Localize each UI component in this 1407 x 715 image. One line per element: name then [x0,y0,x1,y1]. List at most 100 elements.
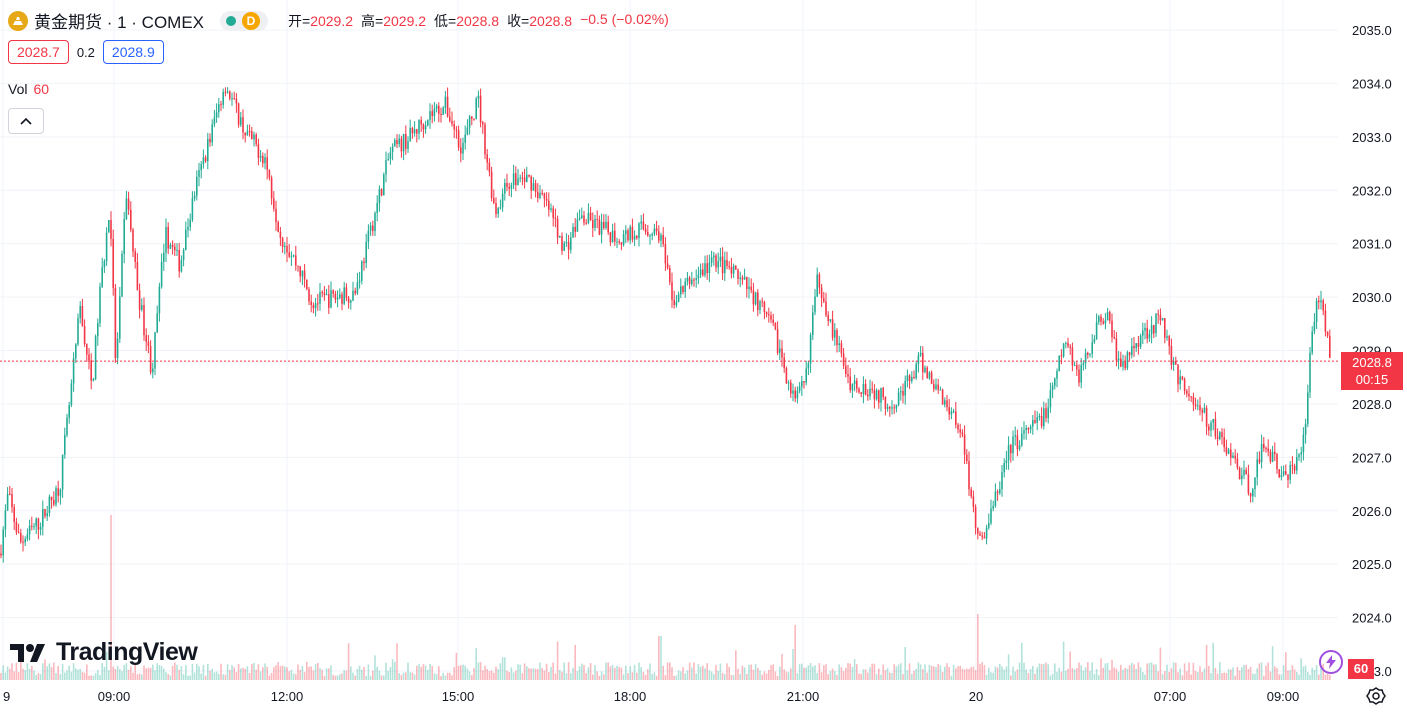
candle-body [1049,390,1052,408]
volume-bar [1170,668,1173,680]
candle-body [310,301,312,306]
volume-bar [257,664,260,680]
volume-bar [427,670,429,680]
candle-body [574,227,576,232]
candle-body [1190,396,1192,398]
candle-body [1029,426,1032,430]
candle-body [658,231,660,241]
volume-bar [1296,671,1298,680]
volume-bar [167,674,169,680]
candle-body [699,269,702,275]
volume-bar [1045,662,1047,680]
volume-bar [783,669,785,680]
candle-body [130,209,132,230]
price-tick-label: 2028.0 [1352,397,1392,412]
volume-bar [165,672,167,680]
volume-bar [770,665,772,680]
volume-bar [497,669,499,680]
market-status[interactable]: D [220,10,269,31]
volume-bar [935,667,937,680]
volume-bar [244,668,246,680]
volume-bar [1078,662,1080,680]
candle-body [407,141,409,149]
logo-wordmark: TradingView [56,638,198,666]
candle-body [537,191,539,199]
candle-body [1166,336,1168,338]
tradingview-logo[interactable]: TradingView [10,638,198,667]
volume-bar [367,664,370,680]
volume-bar [413,674,416,680]
volume-bar [750,664,752,680]
volume-bar [451,675,453,680]
volume-bar [1208,665,1210,680]
candle-body [292,255,295,257]
volume-bar [603,674,605,680]
sell-button[interactable]: 2028.7 [8,40,69,64]
time-axis[interactable]: 9 09:00 12:00 15:00 18:00 21:00 20 07:00 09:00 [3,689,1299,704]
volume-bar [638,662,640,680]
volume-bar [83,672,86,680]
candle-body [710,257,713,263]
candle-body [818,274,821,288]
volume-bar [988,667,990,680]
symbol-title[interactable]: 黄金期货 · 1 · COMEX [34,13,205,32]
volume-bar [554,673,557,680]
volume-bar [431,665,433,680]
candle-body [350,300,352,303]
volume-bar [959,665,961,680]
candle-body [702,269,704,276]
collapse-legend-button[interactable] [8,108,44,134]
candle-body [266,157,268,170]
candle-body [231,98,233,100]
volume-bar [849,663,851,680]
lightning-icon[interactable] [1319,650,1343,674]
candle-body [790,382,792,394]
candle-body [708,262,711,274]
volume-bar [1060,671,1063,680]
volume-legend[interactable]: Vol 60 [8,81,49,97]
candle-body [1109,312,1111,321]
volume-bar [759,670,761,680]
candle-body [834,330,836,338]
candle-body [754,292,757,305]
candle-body [152,368,154,373]
candle-body [460,147,462,154]
candle-body [1258,459,1261,463]
volume-bar [748,664,750,680]
volume-bar [1058,667,1060,680]
candle-body [1177,364,1179,385]
candle-body [198,170,200,177]
candle-body [138,290,141,310]
candle-body [596,218,598,220]
candle-body [97,322,99,337]
volume-bar [356,668,359,680]
candle-body [1122,361,1124,367]
volume-bar [545,663,548,680]
candle-body [583,215,585,223]
candle-body [961,432,964,435]
candle-body [776,329,779,353]
candle-body [1043,408,1045,427]
candle-body [847,373,849,377]
gold-symbol-icon[interactable] [8,10,28,31]
volume-bar [114,669,117,680]
candle-body [44,509,46,517]
candle-body [875,390,878,400]
volume-bar [704,668,706,680]
price-axis[interactable]: 2035.02034.02033.02032.02031.02030.02029… [1352,23,1392,679]
candle-body [75,344,77,359]
volume-bar [211,669,213,680]
candle-body [1098,316,1100,323]
candle-body [633,236,636,240]
volume-bar [110,515,112,680]
candle-body [178,249,180,272]
volume-bar [1095,669,1098,680]
volume-bar [130,666,132,680]
volume-bar [981,662,983,680]
volume-bar [1175,662,1177,680]
buy-button[interactable]: 2028.9 [102,40,164,64]
volume-bar [816,673,818,680]
volume-bar [9,668,11,680]
settings-gear-icon[interactable] [1366,686,1386,706]
